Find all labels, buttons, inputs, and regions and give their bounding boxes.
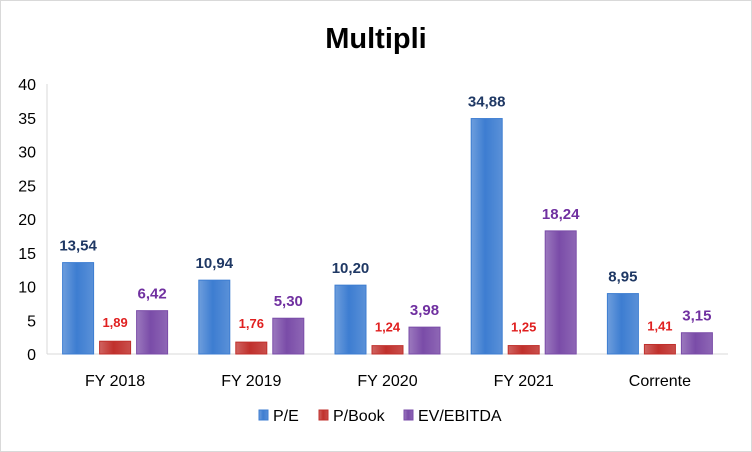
bar	[235, 341, 268, 355]
data-label: 10,20	[332, 260, 370, 277]
bar	[334, 284, 367, 355]
x-category-label: FY 2020	[357, 373, 417, 390]
data-label: 1,41	[647, 318, 672, 333]
data-label: 1,25	[511, 320, 536, 335]
data-label: 3,15	[682, 308, 711, 325]
data-label: 13,54	[59, 238, 97, 255]
y-tick-label: 20	[18, 212, 36, 229]
y-tick-label: 35	[18, 111, 36, 128]
bar	[680, 332, 713, 355]
data-label: 18,24	[542, 206, 580, 223]
legend-label: P/E	[273, 408, 299, 425]
y-tick-label: 15	[18, 246, 36, 263]
data-labels: 13,54 1,89 6,42 10,94 1,76 5,30 10,20 1,24 3,98 3…	[59, 94, 711, 335]
y-tick-label: 5	[27, 313, 36, 330]
legend-swatch	[258, 409, 269, 421]
data-label: 1,89	[102, 315, 127, 330]
bar	[136, 310, 169, 355]
bar	[643, 343, 676, 355]
y-tick-label: 30	[18, 145, 36, 162]
bar	[62, 262, 95, 355]
y-tick-label: 40	[18, 77, 36, 94]
legend-swatch	[403, 409, 414, 421]
data-label: 34,88	[468, 94, 506, 111]
legend: P/E P/Book EV/EBITDA	[258, 408, 502, 425]
bar	[198, 279, 231, 355]
x-category-label: FY 2019	[221, 373, 281, 390]
data-label: 10,94	[196, 255, 234, 272]
data-label: 1,76	[239, 316, 264, 331]
bar	[272, 317, 305, 355]
y-tick-label: 10	[18, 280, 36, 297]
x-category-label: Corrente	[629, 373, 691, 390]
legend-label: P/Book	[333, 408, 386, 425]
x-category-label: FY 2021	[494, 373, 554, 390]
y-tick-label: 0	[27, 347, 36, 364]
bar	[408, 326, 441, 355]
bar	[371, 345, 404, 355]
data-label: 8,95	[608, 269, 637, 286]
bar	[507, 345, 540, 355]
chart-title: Multipli	[325, 23, 426, 55]
bar	[544, 230, 577, 355]
legend-label: EV/EBITDA	[418, 408, 502, 425]
data-label: 5,30	[274, 293, 303, 310]
data-label: 6,42	[137, 286, 166, 303]
x-category-label: FY 2018	[85, 373, 145, 390]
legend-swatch	[318, 409, 329, 421]
data-label: 1,24	[375, 320, 401, 335]
bars	[62, 118, 713, 355]
y-tick-label: 25	[18, 178, 36, 195]
bar	[470, 118, 503, 355]
bar	[99, 340, 132, 355]
data-label: 3,98	[410, 302, 439, 319]
bar	[606, 293, 639, 355]
